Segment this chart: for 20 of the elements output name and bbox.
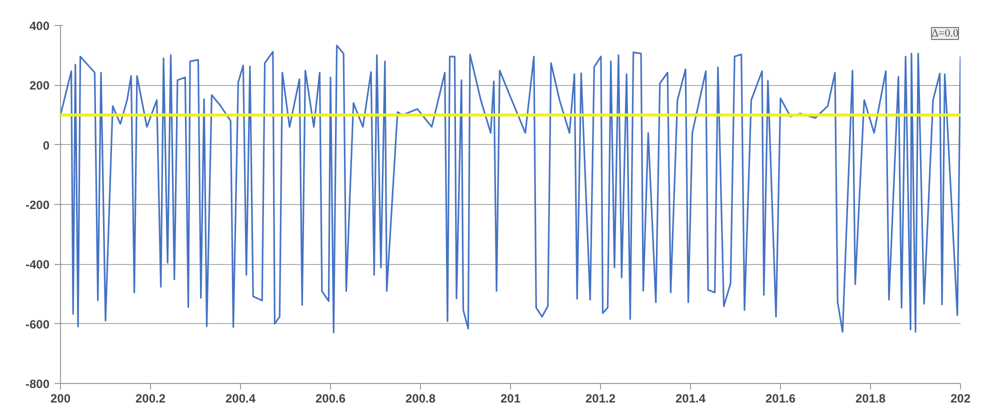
x-tick-label: 200.2 [135,392,166,406]
y-tick-label: 0 [42,138,50,152]
x-tick-label: 202 [950,392,971,406]
x-tick-label: 201 [500,392,521,406]
x-tick-label: 201.2 [585,392,616,406]
y-tick-label: -200 [25,198,50,212]
y-tick-label: -600 [25,317,50,332]
x-tick-label: 200 [50,392,71,406]
x-tick-label: 200.6 [315,392,346,406]
annotation: Δ=0.0 [931,28,959,40]
x-tick-label: 201.6 [765,392,796,406]
x-tick-label: 201.8 [855,392,886,406]
y-tick-label: 200 [29,78,50,93]
y-tick-label: -800 [25,377,50,391]
line-series [60,44,960,334]
x-tick-label: 200.8 [405,392,436,406]
y-tick-label: -400 [25,258,50,272]
y-tick-label: 400 [29,19,50,33]
x-tick-label: 201.4 [675,392,706,406]
x-tick-label: 200.4 [225,392,256,406]
